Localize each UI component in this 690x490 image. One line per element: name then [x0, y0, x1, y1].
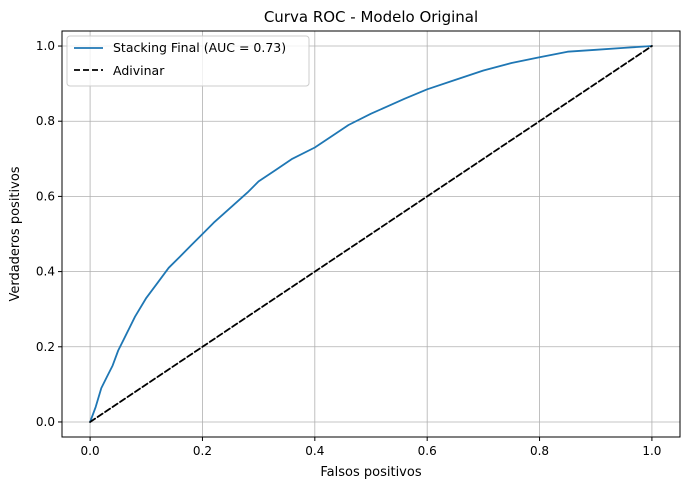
- y-tick-label: 0.8: [36, 114, 55, 128]
- legend: Stacking Final (AUC = 0.73) Adivinar: [66, 35, 310, 87]
- x-tick-label: 1.0: [642, 444, 661, 458]
- legend-box: [66, 35, 310, 87]
- legend-label-adivinar: Adivinar: [113, 63, 165, 78]
- y-tick-label: 0.4: [36, 265, 55, 279]
- x-tick-label: 0.4: [305, 444, 324, 458]
- y-tick-label: 0.0: [36, 415, 55, 429]
- legend-label-stacking: Stacking Final (AUC = 0.73): [113, 40, 286, 55]
- plot-frame: [61, 30, 681, 438]
- y-tick-label: 0.6: [36, 189, 55, 203]
- x-axis-label: Falsos positivos: [320, 465, 421, 480]
- series-layer: [89, 45, 653, 423]
- x-tick-label: 0.0: [81, 444, 100, 458]
- y-axis-label: Verdaderos positivos: [8, 166, 23, 301]
- series-line-stacking: [89, 45, 653, 423]
- series-line-adivinar: [89, 45, 653, 423]
- x-tick-label: 0.2: [193, 444, 212, 458]
- x-tick-label: 0.6: [418, 444, 437, 458]
- ticks: 0.0 0.2 0.4 0.6 0.8 1.0 0.0 0.2 0.4 0.6 0.8 1.0: [36, 39, 662, 458]
- chart-title: Curva ROC - Modelo Original: [264, 8, 478, 26]
- y-tick-label: 0.2: [36, 340, 55, 354]
- x-tick-label: 0.8: [530, 444, 549, 458]
- y-tick-label: 1.0: [36, 39, 55, 53]
